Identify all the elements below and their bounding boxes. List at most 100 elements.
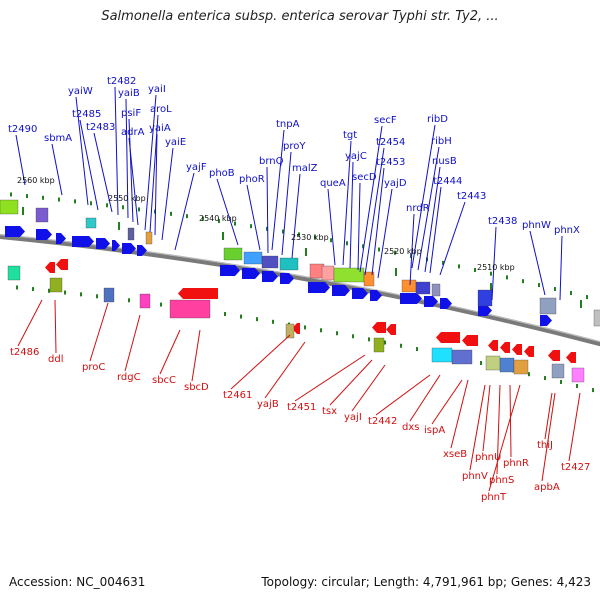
gene-block[interactable] [551, 363, 565, 379]
gene-label-sbma[interactable]: sbmA [44, 133, 72, 144]
gene-block[interactable] [373, 337, 385, 353]
gene-label-xseb[interactable]: xseB [443, 449, 467, 460]
gene-forward[interactable] [137, 245, 147, 256]
gene-reverse[interactable] [45, 262, 55, 273]
gene-label-proy[interactable]: proY [283, 141, 306, 152]
gene-label-nrdr[interactable]: nrdR [406, 203, 430, 214]
gene-forward[interactable] [478, 305, 492, 316]
gene-label-yaia[interactable]: yaiA [149, 123, 171, 134]
gene-block[interactable] [85, 217, 97, 229]
gene-label-apba[interactable]: apbA [534, 482, 560, 493]
gene-label-yaiw[interactable]: yaiW [68, 86, 93, 97]
gene-label-tsx[interactable]: tsx [322, 406, 337, 417]
gene-label-yajc[interactable]: yajC [345, 151, 367, 162]
gene-block[interactable] [49, 277, 63, 293]
gene-reverse[interactable] [566, 352, 576, 363]
gene-block[interactable] [401, 279, 417, 293]
gene-label-t2442[interactable]: t2442 [368, 416, 397, 427]
gene-reverse[interactable] [548, 350, 560, 361]
gene-label-secf[interactable]: secF [374, 115, 397, 126]
gene-block[interactable] [593, 309, 600, 327]
gene-label-brnq[interactable]: brnQ [259, 156, 284, 167]
gene-label-sbcc[interactable]: sbcC [152, 375, 176, 386]
gene-reverse[interactable] [512, 344, 522, 355]
gene-block[interactable] [431, 347, 453, 363]
gene-label-ribh[interactable]: ribH [431, 136, 452, 147]
gene-forward[interactable] [262, 271, 278, 282]
gene-label-adra[interactable]: adrA [121, 127, 145, 138]
gene-forward[interactable] [400, 293, 422, 304]
gene-reverse[interactable] [386, 324, 396, 335]
gene-forward[interactable] [440, 298, 452, 309]
gene-label-yajd[interactable]: yajD [384, 178, 407, 189]
gene-reverse[interactable] [56, 259, 68, 270]
gene-label-phnt[interactable]: phnT [481, 492, 507, 503]
gene-reverse[interactable] [488, 340, 498, 351]
gene-block[interactable] [451, 349, 473, 365]
gene-forward[interactable] [122, 243, 136, 254]
gene-label-phnw[interactable]: phnW [522, 220, 551, 231]
gene-label-phnr[interactable]: phnR [503, 458, 529, 469]
gene-label-t2444[interactable]: t2444 [433, 176, 462, 187]
gene-block[interactable] [223, 247, 243, 261]
gene-block[interactable] [139, 293, 151, 309]
gene-label-phnu[interactable]: phnU [475, 452, 501, 463]
gene-block[interactable] [333, 267, 365, 283]
gene-forward[interactable] [96, 238, 110, 249]
gene-label-ribd[interactable]: ribD [427, 114, 448, 125]
gene-label-yaie[interactable]: yaiE [165, 137, 186, 148]
gene-block[interactable] [431, 283, 441, 297]
gene-label-rdgc[interactable]: rdgC [117, 372, 141, 383]
gene-label-t2451[interactable]: t2451 [287, 402, 316, 413]
gene-label-t2483[interactable]: t2483 [86, 122, 115, 133]
gene-block[interactable] [127, 227, 135, 241]
gene-label-t2486[interactable]: t2486 [10, 347, 39, 358]
gene-block[interactable] [145, 231, 153, 245]
gene-block[interactable] [243, 251, 263, 265]
gene-forward[interactable] [112, 240, 120, 251]
gene-label-phob[interactable]: phoB [209, 168, 235, 179]
gene-forward[interactable] [72, 236, 94, 247]
gene-reverse[interactable] [500, 342, 510, 353]
gene-forward[interactable] [424, 296, 438, 307]
gene-forward[interactable] [36, 229, 52, 240]
gene-label-secd[interactable]: secD [352, 172, 377, 183]
gene-reverse[interactable] [178, 288, 218, 299]
gene-forward[interactable] [370, 290, 382, 301]
gene-forward[interactable] [540, 315, 552, 326]
gene-label-nusb[interactable]: nusB [432, 156, 457, 167]
gene-forward[interactable] [56, 233, 66, 244]
gene-forward[interactable] [308, 282, 330, 293]
gene-block[interactable] [321, 265, 335, 281]
gene-forward[interactable] [332, 285, 350, 296]
gene-forward[interactable] [242, 268, 260, 279]
gene-label-yaji[interactable]: yajI [344, 412, 362, 423]
gene-block[interactable] [35, 207, 49, 223]
gene-label-ddl[interactable]: ddl [48, 354, 63, 365]
gene-label-quea[interactable]: queA [320, 178, 346, 189]
gene-label-yajf[interactable]: yajF [186, 162, 207, 173]
gene-block[interactable] [103, 287, 115, 303]
gene-label-dxs[interactable]: dxs [402, 422, 419, 433]
gene-block[interactable] [415, 281, 431, 295]
gene-label-yaib[interactable]: yaiB [118, 88, 140, 99]
gene-block[interactable] [7, 265, 21, 281]
gene-label-t2461[interactable]: t2461 [223, 390, 252, 401]
gene-label-phnx[interactable]: phnX [554, 225, 580, 236]
gene-reverse[interactable] [462, 335, 478, 346]
gene-label-t2490[interactable]: t2490 [8, 124, 37, 135]
gene-block[interactable] [499, 357, 515, 373]
gene-reverse[interactable] [372, 322, 386, 333]
gene-label-tgt[interactable]: tgt [343, 130, 357, 141]
gene-label-t2482[interactable]: t2482 [107, 76, 136, 87]
gene-forward[interactable] [220, 265, 240, 276]
gene-block[interactable] [485, 355, 501, 371]
gene-block[interactable] [279, 257, 299, 271]
gene-label-psif[interactable]: psiF [121, 108, 141, 119]
gene-label-yajb[interactable]: yajB [257, 399, 279, 410]
gene-label-t2438[interactable]: t2438 [488, 216, 517, 227]
gene-forward[interactable] [5, 226, 25, 237]
gene-label-t2485[interactable]: t2485 [72, 109, 101, 120]
gene-label-ispa[interactable]: ispA [424, 425, 445, 436]
gene-reverse[interactable] [436, 332, 460, 343]
